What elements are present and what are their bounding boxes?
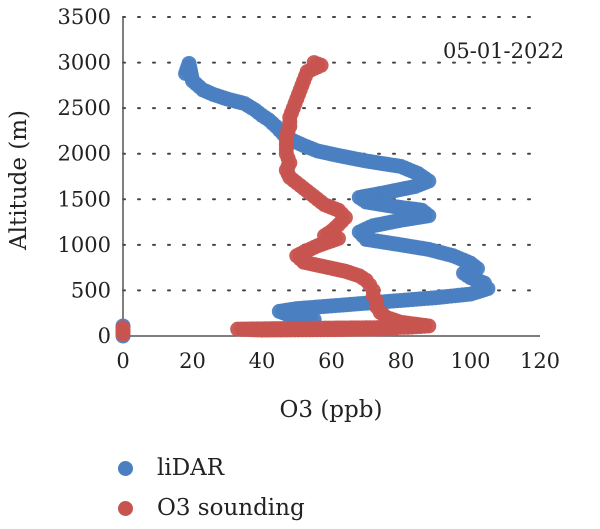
- y-tick-label-1000: 1000: [58, 233, 111, 257]
- y-tick-label-1500: 1500: [58, 187, 111, 211]
- x-tick-label-60: 60: [318, 349, 345, 373]
- legend-marker-o3-sounding: [118, 500, 133, 516]
- legend-label-o3-sounding: O3 sounding: [157, 495, 305, 521]
- x-axis-title: O3 (ppb): [280, 397, 383, 423]
- tick-labels: 0 500 1000 1500 2000 2500 3000 3500 0 20 40 60 80 100…: [58, 5, 561, 373]
- y-tick-label-500: 500: [71, 278, 111, 302]
- x-tick-label-120: 120: [520, 349, 560, 373]
- y-tick-label-2500: 2500: [58, 96, 111, 120]
- x-tick-label-40: 40: [249, 349, 276, 373]
- legend-label-lidar: liDAR: [157, 455, 225, 481]
- date-annotation: 05-01-2022: [443, 39, 564, 63]
- legend-item-lidar: liDAR: [118, 448, 305, 488]
- y-tick-label-0: 0: [98, 324, 111, 348]
- x-tick-label-100: 100: [450, 349, 490, 373]
- x-tick-label-20: 20: [179, 349, 206, 373]
- legend-marker-lidar: [118, 460, 133, 476]
- scatter-chart: 0 500 1000 1500 2000 2500 3000 3500 0 20 40 60 80 100…: [6, 5, 564, 423]
- y-tick-label-2000: 2000: [58, 142, 111, 166]
- x-tick-label-0: 0: [116, 349, 129, 373]
- data-points: [115, 55, 496, 344]
- legend: liDAR O3 sounding: [118, 448, 305, 528]
- y-tick-label-3000: 3000: [58, 51, 111, 75]
- x-tick-label-80: 80: [388, 349, 415, 373]
- y-tick-label-3500: 3500: [58, 5, 111, 29]
- data-point-o3-sounding-203: [386, 321, 402, 337]
- data-point-o3-sounding-2: [115, 320, 131, 336]
- y-axis-title: Altitude (m): [6, 110, 32, 251]
- legend-item-o3-sounding: O3 sounding: [118, 488, 305, 528]
